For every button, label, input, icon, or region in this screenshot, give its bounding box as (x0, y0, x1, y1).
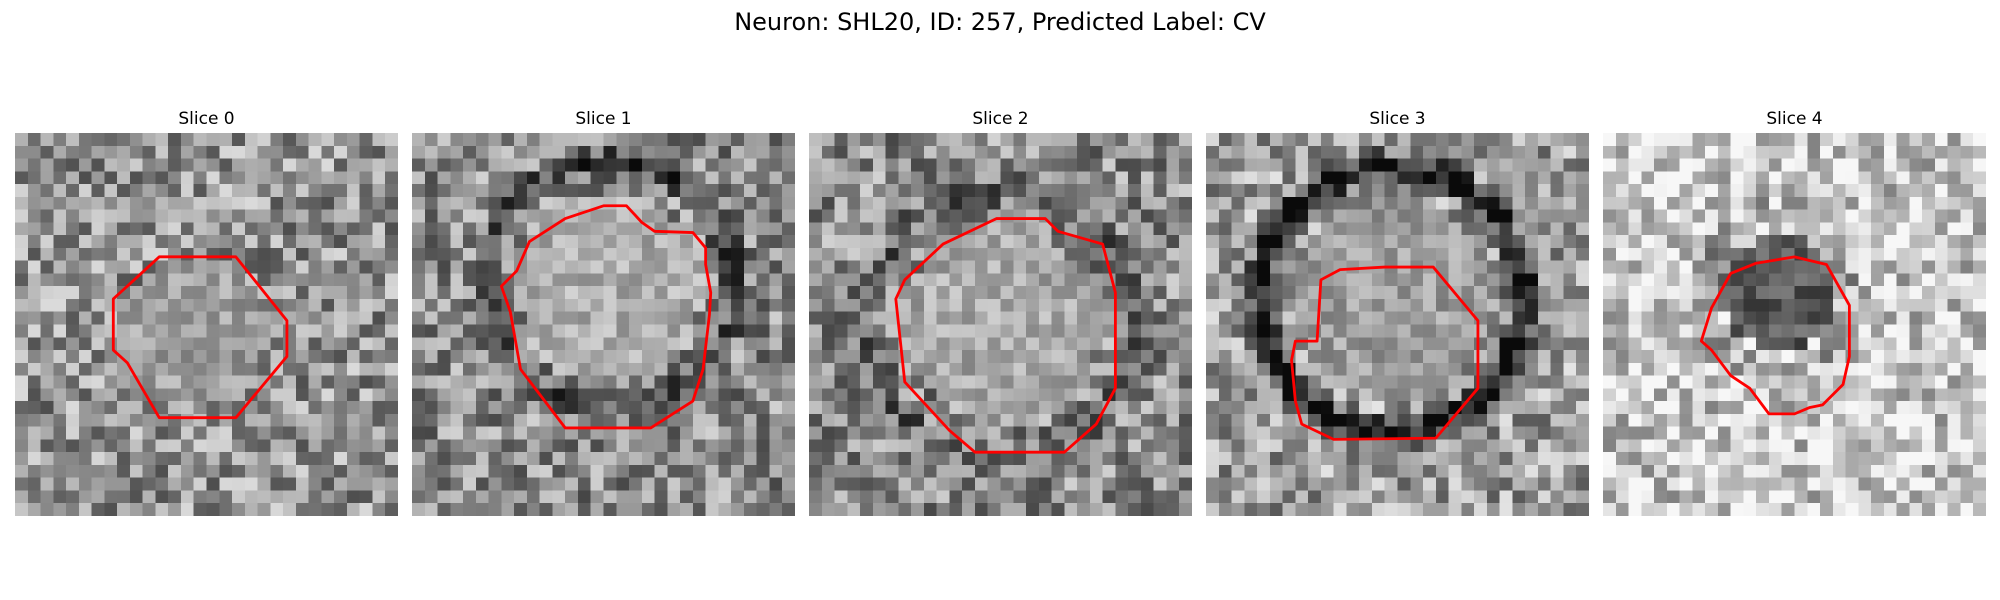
slice-title-1: Slice 1 (575, 109, 632, 129)
slice-image-0 (15, 133, 398, 516)
slice-image-1 (412, 133, 795, 516)
roi-contour-3 (1290, 265, 1480, 441)
slice-panel-1: Slice 1 (412, 108, 795, 516)
slice-title-3: Slice 3 (1369, 109, 1426, 129)
slice-panel-4: Slice 4 (1603, 108, 1986, 516)
slice-title-4: Slice 4 (1766, 109, 1823, 129)
slice-image-2 (809, 133, 1192, 516)
roi-contour-1 (499, 204, 713, 430)
roi-contour-0 (111, 255, 289, 420)
roi-contour-2 (894, 217, 1117, 454)
figure-title: Neuron: SHL20, ID: 257, Predicted Label:… (734, 8, 1266, 36)
slice-panel-3: Slice 3 (1206, 108, 1589, 516)
slice-image-3 (1206, 133, 1589, 516)
slice-title-2: Slice 2 (972, 109, 1029, 129)
slice-panel-0: Slice 0 (15, 108, 398, 516)
slice-title-0: Slice 0 (178, 109, 235, 129)
roi-contour-4 (1699, 255, 1851, 416)
slice-panel-2: Slice 2 (809, 108, 1192, 516)
slice-image-4 (1603, 133, 1986, 516)
